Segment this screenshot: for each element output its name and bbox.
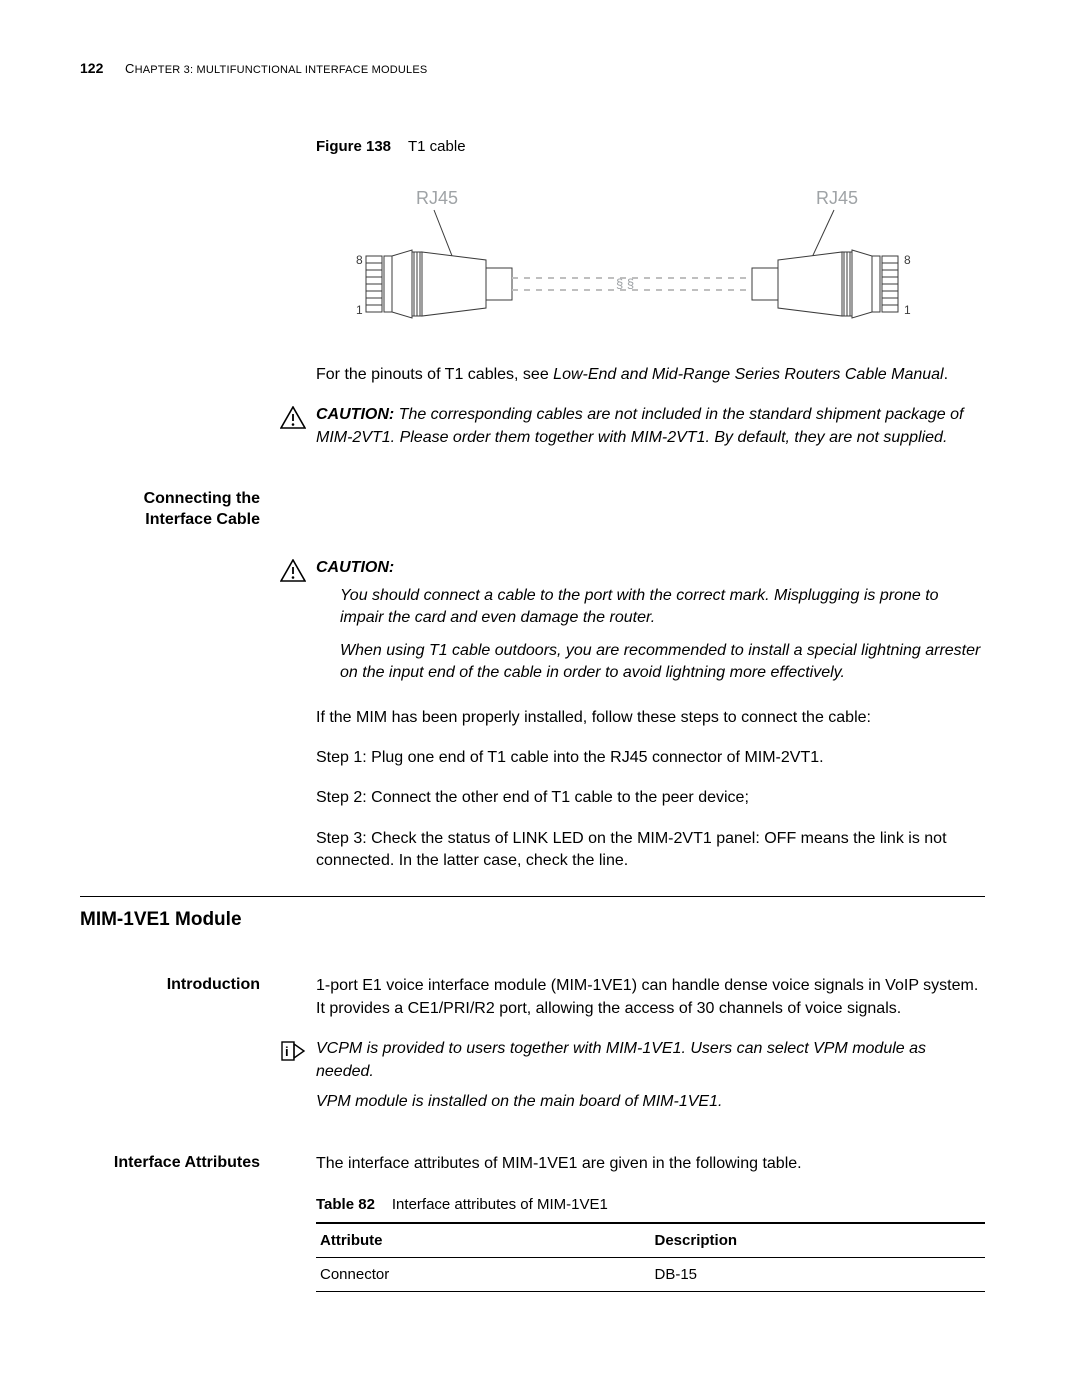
side-heading-introduction: Introduction xyxy=(80,975,260,996)
pinouts-ref: Low-End and Mid-Range Series Routers Cab… xyxy=(553,366,943,383)
svg-text:8: 8 xyxy=(356,253,363,267)
figure-row: RJ45 RJ45 8 1 xyxy=(80,176,985,355)
page-number: 122 xyxy=(80,60,125,76)
side-heading-connecting: Connecting the Interface Cable xyxy=(80,489,260,531)
pinouts-text: For the pinouts of T1 cables, see xyxy=(316,366,553,383)
info-note-row: i VCPM is provided to users together wit… xyxy=(80,1038,985,1113)
page-header: 122 CHAPTER 3: MULTIFUNCTIONAL INTERFACE… xyxy=(80,60,985,76)
info-icon: i xyxy=(280,1040,306,1067)
caution1-text: The corresponding cables are not include… xyxy=(316,406,963,445)
caution2-p2: When using T1 cable outdoors, you are re… xyxy=(340,640,985,685)
cell-description: DB-15 xyxy=(651,1258,986,1292)
side-heading-attributes: Interface Attributes xyxy=(80,1153,260,1174)
caution2-label: CAUTION: xyxy=(316,557,985,579)
svg-text:i: i xyxy=(285,1044,289,1059)
left-connector xyxy=(384,250,512,318)
caution2-row: CAUTION: You should connect a cable to t… xyxy=(80,557,985,697)
cable: § § xyxy=(512,276,752,291)
svg-text:1: 1 xyxy=(904,303,911,317)
connecting-heading-row: Connecting the Interface Cable xyxy=(80,489,985,531)
step1: Step 1: Plug one end of T1 cable into th… xyxy=(316,747,985,769)
attributes-table: Attribute Description Connector DB-15 xyxy=(316,1222,985,1292)
page: 122 CHAPTER 3: MULTIFUNCTIONAL INTERFACE… xyxy=(0,0,1080,1352)
step2-row: Step 2: Connect the other end of T1 cabl… xyxy=(80,787,985,809)
caution1-label: CAUTION: xyxy=(316,406,394,423)
cell-attribute: Connector xyxy=(316,1258,651,1292)
left-pin-block: 8 1 xyxy=(356,253,382,317)
section-rule xyxy=(80,896,985,897)
col-attribute: Attribute xyxy=(316,1223,651,1258)
step1-row: Step 1: Plug one end of T1 cable into th… xyxy=(80,747,985,769)
table-row: Connector DB-15 xyxy=(316,1258,985,1292)
step3-row: Step 3: Check the status of LINK LED on … xyxy=(80,828,985,873)
caution-icon xyxy=(280,406,306,435)
steps-intro: If the MIM has been properly installed, … xyxy=(316,707,985,729)
introduction-row: Introduction 1-port E1 voice interface m… xyxy=(80,975,985,1020)
right-connector xyxy=(752,250,880,318)
interface-attr-row: Interface Attributes The interface attri… xyxy=(80,1153,985,1175)
table-caption-row: Table 82 Interface attributes of MIM-1VE… xyxy=(80,1194,985,1216)
figure-caption xyxy=(395,138,408,155)
attributes-text: The interface attributes of MIM-1VE1 are… xyxy=(316,1153,985,1175)
pinouts-row: For the pinouts of T1 cables, see Low-En… xyxy=(80,364,985,386)
table-row-wrapper: Attribute Description Connector DB-15 xyxy=(80,1222,985,1292)
step2: Step 2: Connect the other end of T1 cabl… xyxy=(316,787,985,809)
table-header-row: Attribute Description xyxy=(316,1223,985,1258)
svg-text:§ §: § § xyxy=(616,276,634,291)
table-caption: Interface attributes of MIM-1VE1 xyxy=(392,1196,608,1213)
step3: Step 3: Check the status of LINK LED on … xyxy=(316,828,985,873)
rj45-right-label: RJ45 xyxy=(816,188,858,208)
chapter-title: CHAPTER 3: MULTIFUNCTIONAL INTERFACE MOD… xyxy=(125,61,427,76)
col-description: Description xyxy=(651,1223,986,1258)
rj45-left-label: RJ45 xyxy=(416,188,458,208)
right-pin-block: 8 1 xyxy=(882,253,911,317)
table-label: Table 82 xyxy=(316,1196,375,1213)
caution-icon xyxy=(280,559,306,588)
introduction-text: 1-port E1 voice interface module (MIM-1V… xyxy=(316,975,985,1020)
caution2-p1: You should connect a cable to the port w… xyxy=(340,585,985,630)
caution1-row: CAUTION: The corresponding cables are no… xyxy=(80,404,985,449)
figure-caption-row: Figure 138 T1 cable xyxy=(80,136,985,158)
svg-text:8: 8 xyxy=(904,253,911,267)
t1-cable-diagram: RJ45 RJ45 8 1 xyxy=(356,186,985,343)
steps-intro-row: If the MIM has been properly installed, … xyxy=(80,707,985,729)
note1: VCPM is provided to users together with … xyxy=(316,1038,985,1083)
svg-text:1: 1 xyxy=(356,303,363,317)
note2: VPM module is installed on the main boar… xyxy=(316,1091,985,1113)
section-title: MIM-1VE1 Module xyxy=(80,909,985,931)
figure-label: Figure 138 xyxy=(316,138,391,155)
